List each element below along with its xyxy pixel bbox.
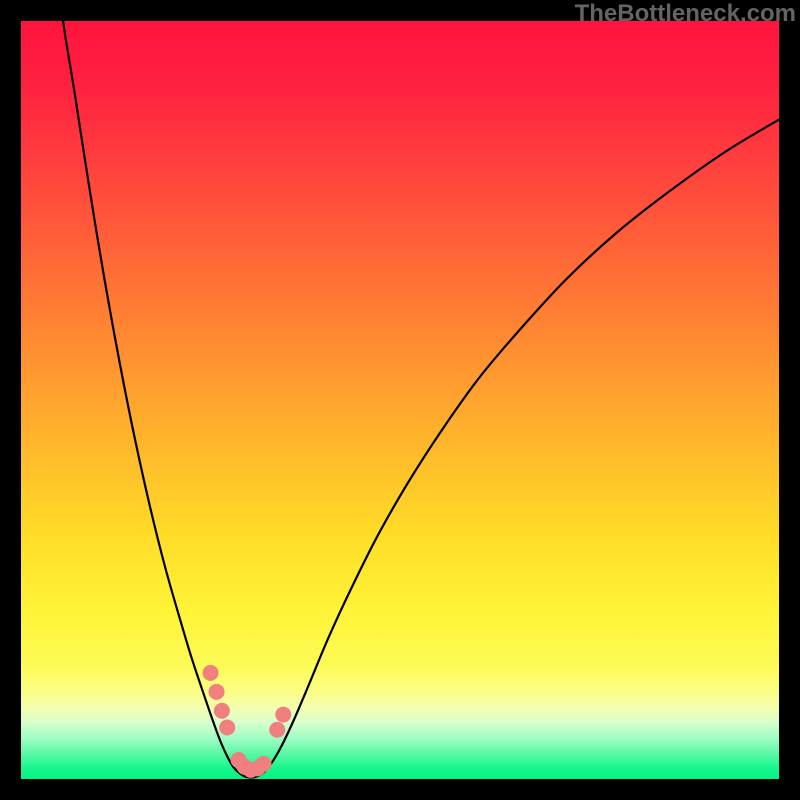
data-marker [269, 722, 285, 738]
data-marker [275, 707, 291, 723]
plot-frame [21, 21, 779, 779]
plot-inner [21, 21, 779, 779]
data-marker [256, 756, 272, 772]
gradient-background [21, 21, 779, 779]
data-marker [203, 665, 219, 681]
data-marker [219, 719, 235, 735]
data-marker [209, 684, 225, 700]
data-marker [214, 703, 230, 719]
watermark-text: TheBottleneck.com [575, 0, 796, 28]
chart-svg [21, 21, 779, 779]
